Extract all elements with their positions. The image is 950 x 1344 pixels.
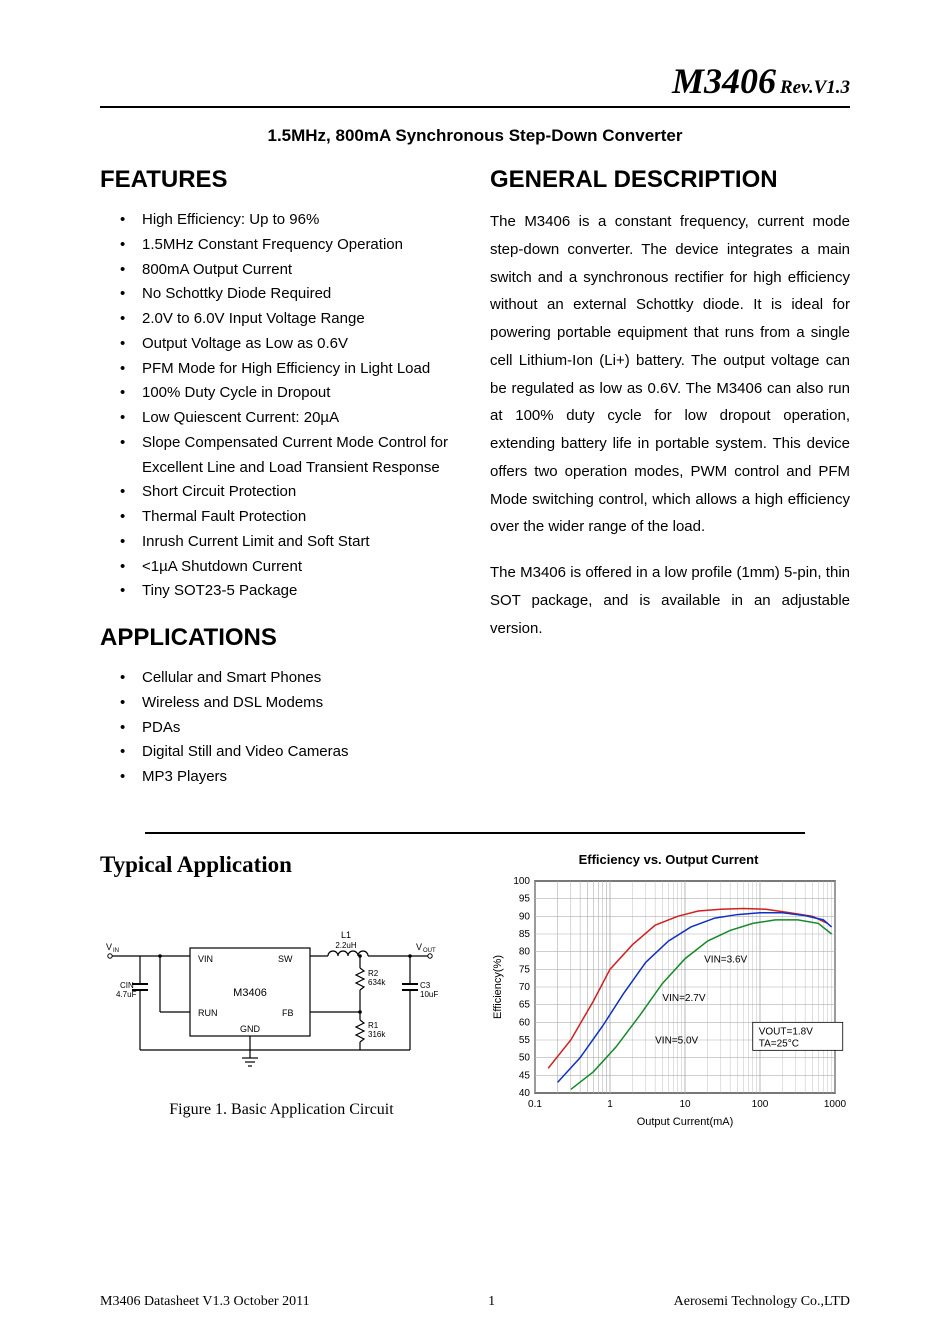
- chart-title: Efficiency vs. Output Current: [487, 852, 850, 867]
- svg-text:L1: L1: [341, 930, 351, 940]
- features-heading: FEATURES: [100, 166, 460, 194]
- feature-item: 1.5MHz Constant Frequency Operation: [120, 233, 460, 258]
- features-list: High Efficiency: Up to 96%1.5MHz Constan…: [120, 208, 460, 604]
- svg-text:VOUT=1.8V: VOUT=1.8V: [759, 1026, 814, 1037]
- svg-text:R1: R1: [368, 1021, 379, 1030]
- svg-text:CIN: CIN: [120, 981, 134, 990]
- svg-text:TA=25°C: TA=25°C: [759, 1038, 799, 1049]
- svg-text:316k: 316k: [368, 1030, 386, 1039]
- svg-text:OUT: OUT: [423, 948, 436, 954]
- svg-text:VIN: VIN: [198, 954, 213, 964]
- feature-item: No Schottky Diode Required: [120, 282, 460, 307]
- svg-text:Efficiency(%): Efficiency(%): [492, 955, 504, 1019]
- svg-text:10: 10: [679, 1099, 691, 1110]
- svg-text:100: 100: [513, 876, 530, 887]
- typical-application-col: Typical Application M3406VINRUNSWFBGNDVI…: [100, 852, 463, 1138]
- efficiency-chart: 40 45 50 55 60 65 70 75 80 85 90 95 100 0.1 1 10 100 1000…: [487, 873, 847, 1133]
- svg-text:1000: 1000: [824, 1099, 847, 1110]
- svg-text:FB: FB: [282, 1008, 294, 1018]
- svg-text:40: 40: [519, 1088, 531, 1099]
- svg-text:75: 75: [519, 964, 531, 975]
- feature-item: Inrush Current Limit and Soft Start: [120, 530, 460, 555]
- footer-right: Aerosemi Technology Co.,LTD: [674, 1294, 850, 1310]
- svg-text:VIN=3.6V: VIN=3.6V: [704, 954, 747, 965]
- app-row: Typical Application M3406VINRUNSWFBGNDVI…: [100, 852, 850, 1138]
- applications-heading: APPLICATIONS: [100, 624, 460, 652]
- application-item: Cellular and Smart Phones: [120, 666, 460, 691]
- svg-text:VIN=2.7V: VIN=2.7V: [662, 993, 705, 1004]
- svg-text:65: 65: [519, 999, 531, 1010]
- application-item: Wireless and DSL Modems: [120, 691, 460, 716]
- page-footer: M3406 Datasheet V1.3 October 2011 1 Aero…: [100, 1294, 850, 1310]
- typical-app-heading: Typical Application: [100, 852, 463, 878]
- application-item: MP3 Players: [120, 765, 460, 790]
- application-item: Digital Still and Video Cameras: [120, 740, 460, 765]
- feature-item: Short Circuit Protection: [120, 480, 460, 505]
- feature-item: Output Voltage as Low as 0.6V: [120, 332, 460, 357]
- description-p2: The M3406 is offered in a low profile (1…: [490, 559, 850, 642]
- feature-item: Tiny SOT23-5 Package: [120, 579, 460, 604]
- svg-text:50: 50: [519, 1052, 531, 1063]
- feature-item: PFM Mode for High Efficiency in Light Lo…: [120, 357, 460, 382]
- feature-item: High Efficiency: Up to 96%: [120, 208, 460, 233]
- svg-text:IN: IN: [113, 948, 119, 954]
- svg-text:1: 1: [607, 1099, 613, 1110]
- footer-left: M3406 Datasheet V1.3 October 2011: [100, 1294, 310, 1310]
- figure-caption: Figure 1. Basic Application Circuit: [100, 1101, 463, 1119]
- svg-text:0.1: 0.1: [528, 1099, 542, 1110]
- svg-text:SW: SW: [278, 954, 293, 964]
- svg-text:70: 70: [519, 982, 531, 993]
- application-item: PDAs: [120, 716, 460, 741]
- svg-text:45: 45: [519, 1070, 531, 1081]
- svg-text:95: 95: [519, 893, 531, 904]
- svg-text:R2: R2: [368, 969, 379, 978]
- revision: Rev.V1.3: [780, 77, 850, 98]
- feature-item: 800mA Output Current: [120, 258, 460, 283]
- svg-text:634k: 634k: [368, 978, 386, 987]
- schematic-figure: M3406VINRUNSWFBGNDVINCIN4.7uFL12.2uHVOUT…: [100, 908, 440, 1068]
- feature-item: Thermal Fault Protection: [120, 505, 460, 530]
- feature-item: 2.0V to 6.0V Input Voltage Range: [120, 307, 460, 332]
- description-p1: The M3406 is a constant frequency, curre…: [490, 208, 850, 541]
- feature-item: Low Quiescent Current: 20µA: [120, 406, 460, 431]
- svg-text:GND: GND: [240, 1024, 261, 1034]
- svg-text:RUN: RUN: [198, 1008, 218, 1018]
- part-number: M3406: [672, 61, 776, 101]
- applications-list: Cellular and Smart PhonesWireless and DS…: [120, 666, 460, 790]
- left-column: FEATURES High Efficiency: Up to 96%1.5MH…: [100, 166, 460, 810]
- svg-text:V: V: [416, 942, 422, 952]
- svg-text:10uF: 10uF: [420, 990, 438, 999]
- svg-text:Output Current(mA): Output Current(mA): [637, 1116, 734, 1128]
- svg-text:C3: C3: [420, 981, 431, 990]
- svg-text:2.2uH: 2.2uH: [335, 941, 357, 950]
- svg-text:4.7uF: 4.7uF: [116, 990, 137, 999]
- svg-text:60: 60: [519, 1017, 531, 1028]
- svg-text:V: V: [106, 942, 112, 952]
- svg-text:85: 85: [519, 929, 531, 940]
- feature-item: Slope Compensated Current Mode Control f…: [120, 431, 460, 481]
- feature-item: 100% Duty Cycle in Dropout: [120, 381, 460, 406]
- right-column: GENERAL DESCRIPTION The M3406 is a const…: [490, 166, 850, 810]
- svg-text:M3406: M3406: [233, 987, 267, 999]
- svg-text:55: 55: [519, 1035, 531, 1046]
- feature-item: <1µA Shutdown Current: [120, 555, 460, 580]
- description-heading: GENERAL DESCRIPTION: [490, 166, 850, 194]
- svg-text:VIN=5.0V: VIN=5.0V: [655, 1035, 698, 1046]
- svg-text:90: 90: [519, 911, 531, 922]
- section-divider: [145, 832, 805, 834]
- content-columns: FEATURES High Efficiency: Up to 96%1.5MH…: [100, 166, 850, 810]
- page-header: M3406 Rev.V1.3: [100, 60, 850, 108]
- page-subtitle: 1.5MHz, 800mA Synchronous Step-Down Conv…: [100, 126, 850, 146]
- efficiency-chart-col: Efficiency vs. Output Current 40 45 50 55 60…: [487, 852, 850, 1138]
- svg-text:80: 80: [519, 946, 531, 957]
- footer-page-number: 1: [488, 1294, 495, 1310]
- svg-text:100: 100: [752, 1099, 769, 1110]
